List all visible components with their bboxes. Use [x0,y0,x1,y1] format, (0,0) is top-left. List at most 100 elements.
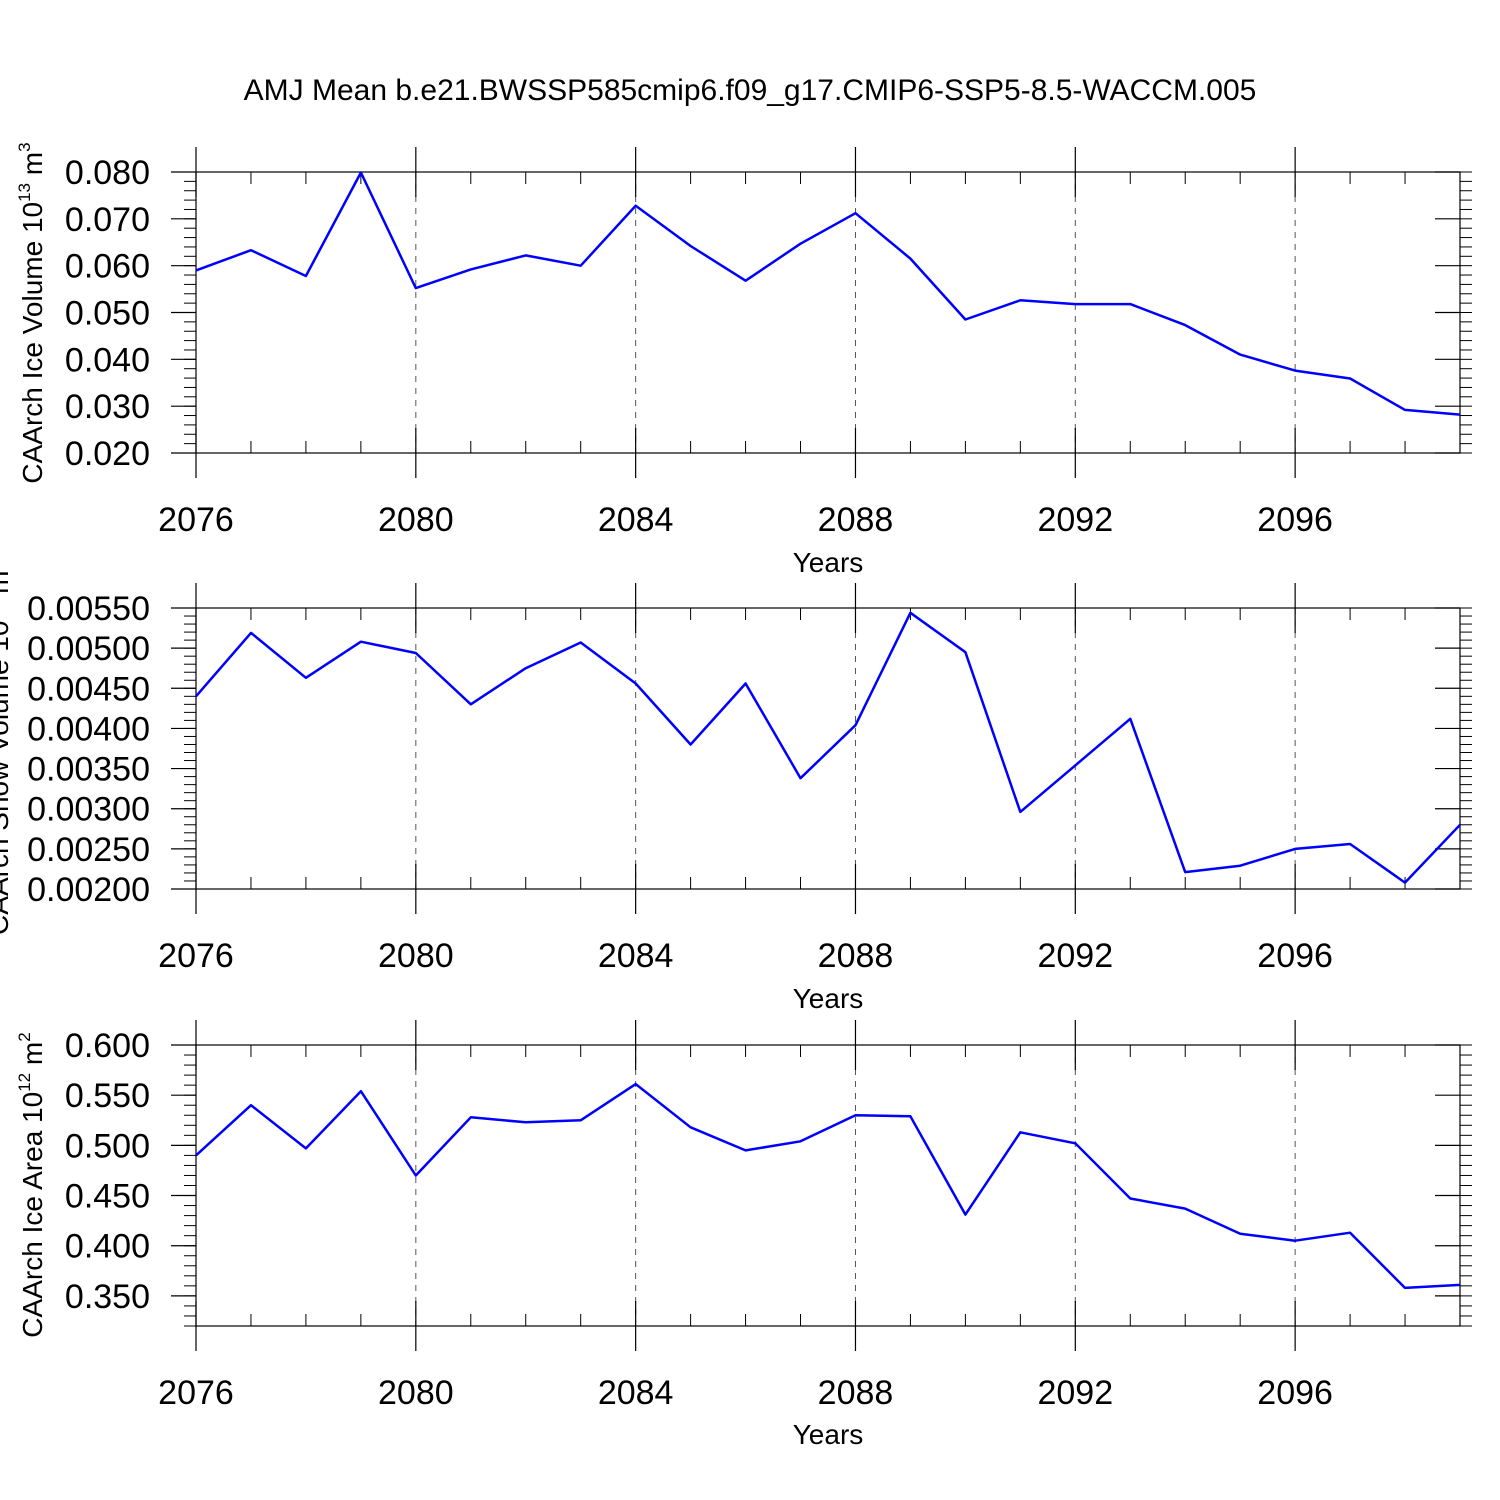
panel-ice-volume: 2076 2080 2084 2088 2092 2096 0.020 0.030 0.040 0… [15,142,1472,578]
x-tick-label: 2092 [1037,501,1113,539]
data-point [1073,302,1077,306]
data-point [359,1089,363,1093]
figure-title: AMJ Mean b.e21.BWSSP585cmip6.f09_g17.CMI… [244,74,1257,107]
y-tick-label: 0.060 [65,248,150,286]
data-point [249,631,253,635]
data-point [194,694,198,698]
y-tick-label: 0.600 [65,1027,150,1065]
x-tick-label: 2080 [378,501,454,539]
data-point [414,651,418,655]
x-tick-label: 2080 [378,937,454,975]
data-point [1018,810,1022,814]
y-tick-label: 0.550 [65,1077,150,1115]
series-line [195,171,1461,416]
data-point [194,268,198,272]
data-point [469,702,473,706]
data-point [1183,870,1187,874]
data-point [689,742,693,746]
x-tick-label: 2088 [818,501,894,539]
data-point [744,1148,748,1152]
data-point [1458,413,1462,417]
data-point [1183,323,1187,327]
data-point [853,211,857,215]
data-point [1018,1130,1022,1134]
data-point [579,641,583,645]
y-tick-label: 0.070 [65,201,150,239]
data-point [1018,298,1022,302]
y-tick-label: 0.00200 [27,871,150,909]
plot-area-ice-volume: 2076 2080 2084 2088 2092 2096 0.020 0.030 0.040 0… [65,147,1472,539]
y-tick-label: 0.00450 [27,670,150,708]
data-point [689,1125,693,1129]
data-point [524,666,528,670]
x-tick-label: 2084 [598,501,674,539]
data-point [634,681,638,685]
y-tick-label: 0.050 [65,295,150,333]
data-point [1348,842,1352,846]
data-point [1293,1239,1297,1243]
data-point [853,723,857,727]
data-point [414,286,418,290]
y-tick-label: 0.00300 [27,791,150,829]
y-axis-label-snow-volume: CAArch Snow Volume 1013 m3 [0,561,14,935]
plot-frame [195,607,1461,890]
plot-area-ice-area: 2076 2080 2084 2088 2092 2096 0.350 0.400 0.450 0… [65,1020,1472,1412]
y-tick-label: 0.00500 [27,630,150,668]
y-tick-label: 0.040 [65,341,150,379]
data-point [1403,1286,1407,1290]
x-axis-label-ice-area: Years [793,1419,864,1450]
data-point [908,611,912,615]
x-tick-label: 2088 [818,1374,894,1412]
y-tick-label: 0.020 [65,435,150,473]
data-point [304,274,308,278]
data-point [579,1118,583,1122]
x-tick-label: 2096 [1257,501,1333,539]
y-tick-label: 0.500 [65,1127,150,1165]
data-point [304,676,308,680]
data-point [359,640,363,644]
data-point [194,1153,198,1157]
data-point [359,170,363,174]
x-tick-label: 2084 [598,1374,674,1412]
x-tick-label: 2092 [1037,937,1113,975]
x-tick-label: 2076 [158,501,234,539]
data-point [963,650,967,654]
data-point [963,318,967,322]
y-tick-label: 0.00550 [27,590,150,628]
data-point [249,248,253,252]
data-point [1348,377,1352,381]
data-point [1073,763,1077,767]
data-point [853,1113,857,1117]
x-tick-label: 2092 [1037,1374,1113,1412]
data-point [634,204,638,208]
y-axis-label-ice-area: CAArch Ice Area 1012 m2 [15,1032,48,1337]
panel-snow-volume: 2076 2080 2084 2088 2092 20960.002000.002500.… [0,561,1472,1014]
data-point [1128,717,1132,721]
x-axis-label-ice-volume: Years [793,547,864,578]
data-point [799,1139,803,1143]
data-point [689,244,693,248]
data-point [1403,408,1407,412]
x-tick-label: 2088 [818,937,894,975]
x-axis-label-snow-volume: Years [793,983,864,1014]
plot-frame [195,171,1461,454]
data-point [249,1103,253,1107]
data-point [1128,302,1132,306]
x-tick-label: 2084 [598,937,674,975]
data-point [1238,353,1242,357]
y-tick-label: 0.080 [65,154,150,192]
data-point [908,1114,912,1118]
x-tick-label: 2080 [378,1374,454,1412]
data-point [634,1082,638,1086]
series-line [195,611,1461,884]
data-point [469,267,473,271]
data-point [414,1173,418,1177]
plot-area-snow-volume: 2076 2080 2084 2088 2092 20960.002000.002500.… [27,583,1472,975]
data-point [799,242,803,246]
data-point [1293,847,1297,851]
series-line [195,1082,1461,1290]
data-point [1238,1232,1242,1236]
data-point [1458,823,1462,827]
data-point [524,253,528,257]
y-tick-label: 0.450 [65,1178,150,1216]
